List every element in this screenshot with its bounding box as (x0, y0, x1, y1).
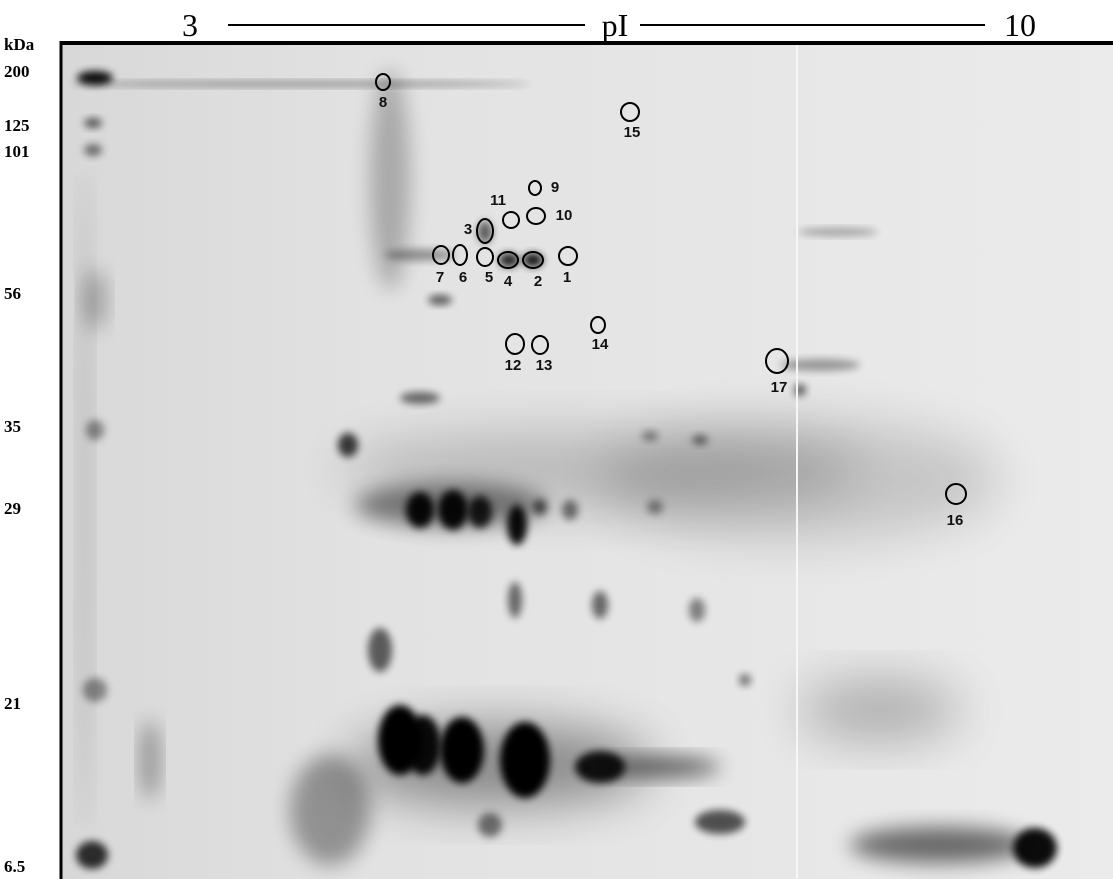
spot-label: 15 (624, 124, 641, 141)
mw-label: 101 (4, 142, 30, 161)
stain (85, 270, 105, 330)
spot-label: 6 (459, 269, 467, 286)
stain (440, 717, 484, 783)
spot-label: 16 (947, 512, 964, 529)
spot-label: 13 (536, 357, 553, 374)
spot-label: 1 (563, 269, 571, 286)
stain (84, 144, 102, 156)
stain (499, 253, 519, 267)
stain (338, 433, 358, 457)
stain (77, 71, 113, 85)
spot-label: 14 (592, 336, 609, 353)
mw-label: 29 (4, 499, 21, 518)
spot-circle (765, 348, 789, 374)
spot-label: 5 (485, 269, 493, 286)
stain (406, 492, 434, 528)
spot-circle (432, 245, 450, 265)
spot-circle (531, 335, 549, 355)
stain (798, 228, 878, 236)
stain (794, 384, 806, 396)
stain (507, 505, 527, 545)
spot-circle (528, 180, 542, 196)
stain (508, 582, 522, 618)
stain (642, 431, 658, 441)
mw-unit: kDa (4, 35, 35, 54)
stain (290, 755, 370, 865)
stain (695, 810, 745, 834)
stain (523, 253, 543, 267)
stain (405, 715, 441, 775)
spot-circle (590, 316, 606, 334)
stain (478, 221, 492, 243)
spot-label: 17 (771, 379, 788, 396)
spot-circle (497, 251, 519, 269)
mw-label: 200 (4, 62, 30, 81)
spot-label: 7 (436, 269, 444, 286)
spot-circle (375, 73, 391, 91)
spot-label: 12 (505, 357, 522, 374)
stain (400, 392, 440, 404)
spot-label: 2 (534, 273, 542, 290)
stain (780, 359, 860, 371)
gel-stains (70, 44, 1057, 879)
spot-circle (945, 483, 967, 505)
stain (385, 249, 455, 261)
pi-start: 3 (182, 7, 198, 43)
pi-end: 10 (1004, 7, 1036, 43)
stain (428, 295, 452, 305)
spot-label: 11 (490, 192, 506, 209)
spot-label: 4 (504, 273, 513, 290)
spot-circle (522, 251, 544, 269)
spot-label: 8 (379, 94, 387, 111)
stain (79, 170, 91, 830)
stain (689, 598, 705, 622)
stain (800, 680, 960, 740)
spot-circle (558, 246, 578, 266)
stain (850, 827, 1030, 863)
stain (692, 435, 708, 445)
stain (500, 722, 550, 798)
spot-circle (476, 218, 494, 244)
stain (478, 813, 502, 837)
stain (84, 118, 102, 128)
spot-label: 10 (556, 207, 573, 224)
stain (368, 628, 392, 672)
stain (592, 591, 608, 619)
mw-label: 35 (4, 417, 21, 436)
pi-label: pI (602, 7, 629, 43)
spot-label: 9 (551, 179, 559, 196)
stain (739, 674, 751, 686)
stain (70, 81, 530, 87)
stain (142, 720, 158, 800)
spot-circle (452, 244, 468, 266)
spot-label: 3 (464, 221, 472, 238)
spot-circle (526, 207, 546, 225)
spot-circle (476, 247, 494, 267)
spot-circle (505, 333, 525, 355)
stain (370, 70, 410, 290)
stain (76, 841, 108, 869)
mw-label: 21 (4, 694, 21, 713)
spot-circle (620, 102, 640, 122)
stain (600, 420, 1000, 540)
mw-label: 125 (4, 116, 30, 135)
stain (1013, 828, 1057, 868)
stain (600, 757, 720, 777)
spot-circle (502, 211, 520, 229)
mw-label: 56 (4, 284, 21, 303)
mw-label: 6.5 (4, 857, 25, 876)
